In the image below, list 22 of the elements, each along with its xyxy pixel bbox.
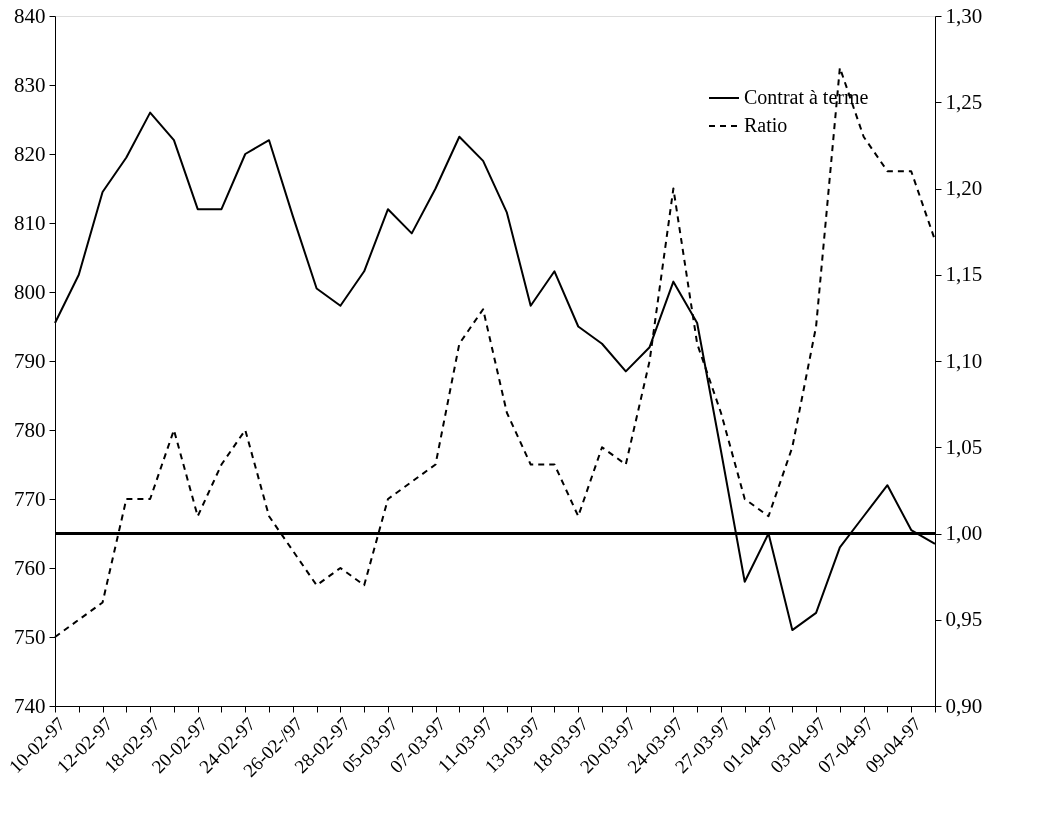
y2-tick-label: 1,10 <box>945 348 983 373</box>
y2-tick-label: 1,20 <box>945 176 983 200</box>
y-tick-label: 740 <box>14 693 46 718</box>
y-tick-label: 810 <box>14 210 46 235</box>
y-tick-label: 760 <box>14 555 46 580</box>
y-tick-label: 770 <box>14 486 46 511</box>
y2-tick-label: 1,15 <box>945 262 983 287</box>
y-tick-label: 830 <box>14 72 46 97</box>
y-tick-label: 840 <box>14 3 46 28</box>
y-tick-label: 800 <box>14 279 46 304</box>
legend-label: Contrat à terme <box>744 86 869 108</box>
y-tick-label: 780 <box>14 417 46 442</box>
y2-tick-label: 1,05 <box>945 434 983 459</box>
y-tick-label: 750 <box>14 624 46 649</box>
y2-tick-label: 1,30 <box>945 3 983 28</box>
y2-tick-label: 0,95 <box>945 607 983 632</box>
y-tick-label: 820 <box>14 141 46 166</box>
y2-tick-label: 0,90 <box>945 693 983 718</box>
y2-tick-label: 1,00 <box>945 521 983 545</box>
y2-tick-label: 1,25 <box>945 89 983 114</box>
y-tick-label: 790 <box>14 348 46 373</box>
legend-label: Ratio <box>744 114 788 136</box>
